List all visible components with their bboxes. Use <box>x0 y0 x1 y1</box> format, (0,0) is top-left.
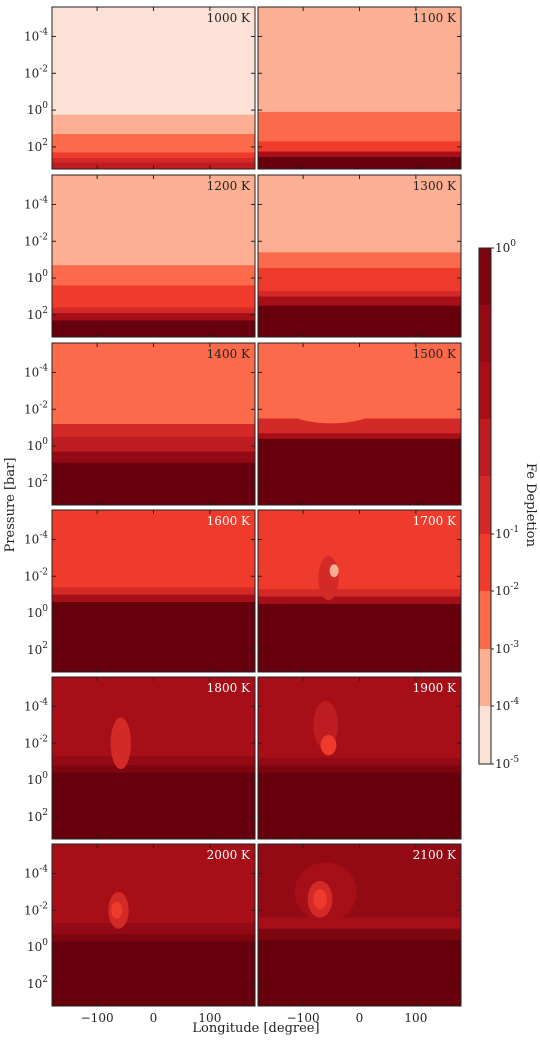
panel-label: 1700 K <box>413 514 457 528</box>
y-tick-label: 10-2 <box>24 400 48 416</box>
y-tick-label: 100 <box>27 269 48 285</box>
panel-10: 2000 K <box>51 843 256 1007</box>
y-tick-label: 10-4 <box>24 195 48 211</box>
y-tick-label: 100 <box>27 938 48 954</box>
y-tick-label: 102 <box>27 808 48 824</box>
y-tick-label: 102 <box>27 474 48 490</box>
band <box>258 939 461 1006</box>
x-tick-label: −100 <box>81 1011 114 1025</box>
panel-label: 1600 K <box>207 514 251 528</box>
colorbar-tick-label: 10-5 <box>495 755 519 771</box>
band <box>52 462 255 505</box>
panel-label: 1200 K <box>207 179 251 193</box>
band <box>52 602 255 672</box>
panel-grid: 1000 K 1100 K 1200 K 1300 K 1400 K 1500 K 1600… <box>51 6 462 1007</box>
panel-label: 2000 K <box>207 848 251 862</box>
y-axis: 10-4 10-2 100 102 10-4 10-2 100 102 10-4 10-2 100 1… <box>24 27 48 990</box>
panel-label: 2100 K <box>413 848 457 862</box>
y-tick-label: 10-4 <box>24 530 48 546</box>
contour-blob <box>320 734 337 756</box>
y-tick-label: 102 <box>27 138 48 154</box>
panel-label: 1100 K <box>413 11 457 25</box>
y-tick-label: 10-2 <box>24 232 48 248</box>
y-tick-label: 100 <box>27 101 48 117</box>
colorbar-swatch <box>479 649 491 706</box>
panel-label: 1800 K <box>207 681 251 695</box>
colorbar-swatch <box>479 706 491 764</box>
panel-label: 1000 K <box>207 11 251 25</box>
band <box>258 305 461 337</box>
panel-1: 1100 K <box>257 6 462 170</box>
panel-2: 1200 K <box>51 174 256 338</box>
colorbar-swatch <box>479 419 491 476</box>
colorbar-swatch <box>479 476 491 534</box>
colorbar-swatch <box>479 248 491 305</box>
y-tick-label: 10-4 <box>24 27 48 43</box>
panel-7: 1700 K <box>257 509 462 673</box>
x-tick-label: 100 <box>404 1011 427 1025</box>
x-axis-label: Longitude [degree] <box>192 1021 319 1036</box>
y-tick-label: 102 <box>27 641 48 657</box>
band <box>258 438 461 505</box>
panel-8: 1800 K <box>51 676 256 840</box>
colorbar-swatch <box>479 362 491 419</box>
panel-9: 1900 K <box>257 676 462 840</box>
band <box>52 772 255 839</box>
x-axis: −100 0 100 −100 0 100 <box>81 1011 428 1025</box>
y-tick-label: 10-4 <box>24 363 48 379</box>
x-tick-label: 0 <box>356 1011 364 1025</box>
panel-label: 1900 K <box>413 681 457 695</box>
panel-label: 1400 K <box>207 347 251 361</box>
colorbar-tick-label: 100 <box>495 239 516 255</box>
contour-blob <box>329 564 339 578</box>
y-axis-label: Pressure [bar] <box>3 458 18 553</box>
colorbar-tick-label: 10-2 <box>495 582 519 598</box>
panel-label: 1500 K <box>413 347 457 361</box>
x-tick-label: 100 <box>198 1011 221 1025</box>
y-tick-label: 10-2 <box>24 734 48 750</box>
panel-4: 1400 K <box>51 342 256 506</box>
band <box>52 941 255 1006</box>
y-tick-label: 10-4 <box>24 864 48 880</box>
colorbar-tick-label: 10-4 <box>495 697 519 713</box>
panel-label: 1300 K <box>413 179 457 193</box>
y-tick-label: 102 <box>27 306 48 322</box>
colorbar-label: Fe Depletion <box>523 463 538 548</box>
y-tick-label: 10-2 <box>24 567 48 583</box>
colorbar-frame <box>478 247 492 765</box>
contour-blob <box>318 556 339 601</box>
band <box>258 157 461 169</box>
y-tick-label: 100 <box>27 771 48 787</box>
band <box>258 772 461 839</box>
y-tick-label: 100 <box>27 437 48 453</box>
colorbar-tick-label: 10-3 <box>495 640 519 656</box>
contour-blob <box>313 889 327 910</box>
x-tick-label: −100 <box>287 1011 320 1025</box>
colorbar-swatch <box>479 305 491 362</box>
colorbar-tick-label: 10-1 <box>495 525 519 541</box>
panel-3: 1300 K <box>257 174 462 338</box>
colorbar: 100 10-1 10-2 10-3 10-4 10-5 <box>478 239 519 771</box>
y-tick-label: 102 <box>27 975 48 991</box>
band <box>52 320 255 337</box>
contour-blob <box>110 717 131 770</box>
y-tick-label: 100 <box>27 604 48 620</box>
colorbar-swatch <box>479 534 491 591</box>
x-tick-label: 0 <box>150 1011 158 1025</box>
panel-6: 1600 K <box>51 509 256 673</box>
panel-0: 1000 K <box>51 6 256 170</box>
panel-5: 1500 K <box>257 342 462 506</box>
band <box>258 603 461 672</box>
contour-dip <box>297 418 366 424</box>
panel-11: 2100 K <box>257 843 462 1007</box>
y-tick-label: 10-2 <box>24 64 48 80</box>
y-tick-label: 10-2 <box>24 901 48 917</box>
contour-blob <box>111 901 123 919</box>
y-tick-label: 10-4 <box>24 697 48 713</box>
colorbar-swatch <box>479 591 491 649</box>
